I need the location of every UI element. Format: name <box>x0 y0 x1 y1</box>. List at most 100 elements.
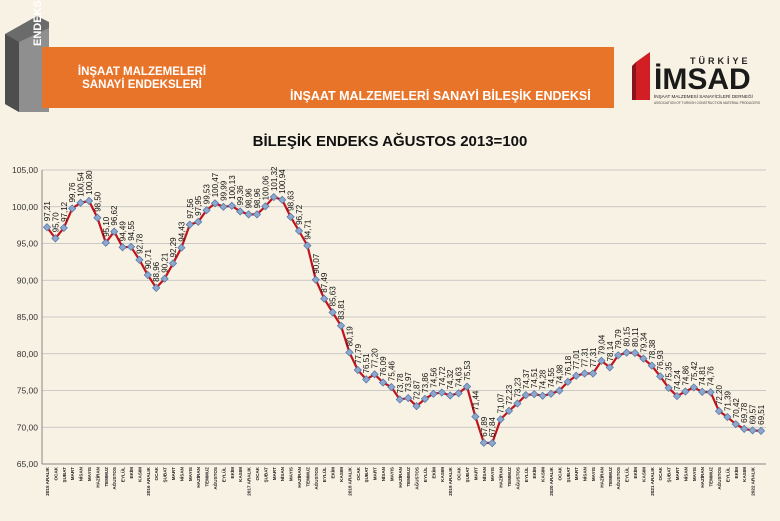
data-point <box>479 438 488 447</box>
x-tick-label: NİSAN <box>682 466 688 481</box>
data-label: 98,96 <box>245 188 254 209</box>
data-point <box>135 255 144 264</box>
x-tick-label: AĞUSTOS <box>413 467 420 490</box>
data-label: 74,28 <box>539 369 548 390</box>
y-tick-label: 85,00 <box>17 312 39 322</box>
y-tick-label: 70,00 <box>17 422 39 432</box>
x-tick-label: EKİM <box>128 467 134 479</box>
data-point <box>698 387 707 396</box>
data-label: 72,20 <box>715 385 724 406</box>
x-tick-label: 2022 ARALIK <box>751 466 756 495</box>
data-point <box>395 395 404 404</box>
x-tick-label: KASIM <box>137 467 142 482</box>
data-label: 97,21 <box>43 201 52 222</box>
x-tick-label: TEMMUZ <box>406 467 411 487</box>
x-tick-label: HAZİRAN <box>598 466 604 487</box>
x-tick-label: MAYIS <box>289 467 294 481</box>
data-point <box>160 274 169 283</box>
x-tick-label: AĞUSTOS <box>110 467 117 490</box>
data-point <box>731 420 740 429</box>
data-point <box>294 226 304 235</box>
data-label: 75,35 <box>665 361 674 382</box>
data-label: 99,36 <box>236 185 245 206</box>
data-label: 73,97 <box>404 372 413 393</box>
data-point <box>513 399 522 408</box>
data-point <box>84 196 94 205</box>
data-point <box>252 210 262 219</box>
data-point <box>454 389 463 398</box>
data-label: 76,18 <box>564 355 573 376</box>
data-point <box>118 243 127 252</box>
x-tick-label: ŞUBAT <box>364 467 369 483</box>
x-tick-label: EKİM <box>229 467 235 479</box>
data-label: 77,01 <box>572 349 581 370</box>
x-tick-label: HAZİRAN <box>296 466 302 487</box>
data-label: 79,79 <box>614 329 623 350</box>
x-tick-label: NİSAN <box>78 466 84 481</box>
data-point <box>664 383 673 393</box>
data-label: 72,23 <box>505 384 514 405</box>
x-tick-label: ŞUBAT <box>566 467 571 483</box>
x-tick-label: TEMMUZ <box>205 467 210 487</box>
data-point <box>286 212 295 221</box>
x-tick-label: EKİM <box>632 467 638 479</box>
x-tick-label: NİSAN <box>481 466 487 481</box>
x-tick-label: EYLÜL <box>523 467 529 482</box>
data-point <box>59 223 68 233</box>
x-tick-label: EYLÜL <box>422 467 428 482</box>
x-tick-label: ŞUBAT <box>163 467 168 483</box>
data-label: 94,71 <box>303 219 312 240</box>
data-point <box>227 201 236 210</box>
x-tick-label: 2017 ARALIK <box>247 466 252 495</box>
x-tick-label: KASIM <box>440 467 445 482</box>
data-point <box>723 412 732 422</box>
x-tick-label: MART <box>574 467 579 480</box>
data-point <box>51 234 60 243</box>
data-label: 98,96 <box>253 188 262 209</box>
x-tick-label: OCAK <box>457 466 462 480</box>
data-label: 100,06 <box>261 175 270 200</box>
data-label: 88,96 <box>152 261 161 282</box>
data-label: 94,55 <box>127 220 136 241</box>
data-label: 80,11 <box>631 327 640 347</box>
data-label: 83,81 <box>337 299 346 320</box>
x-tick-label: KASIM <box>742 467 747 482</box>
x-tick-label: AĞUSTOS <box>513 467 520 490</box>
x-tick-label: HAZİRAN <box>195 466 201 487</box>
data-label: 95,70 <box>51 212 60 233</box>
data-point <box>219 202 228 211</box>
data-label: 99,99 <box>219 180 228 201</box>
x-tick-label: MART <box>272 467 277 480</box>
x-tick-label: MAYIS <box>692 467 697 481</box>
data-label: 77,31 <box>589 347 598 368</box>
x-tick-label: 2015 ARALIK <box>45 466 50 495</box>
y-tick-label: 100,00 <box>12 202 38 212</box>
data-point <box>177 243 186 252</box>
data-point <box>269 192 278 202</box>
data-point <box>412 402 421 411</box>
data-label: 73,86 <box>421 372 430 393</box>
data-point <box>185 220 194 229</box>
data-point <box>605 363 614 372</box>
x-tick-label: OCAK <box>53 466 58 480</box>
x-tick-label: ŞUBAT <box>667 467 672 483</box>
banner-title: İNŞAAT MALZEMELERİ SANAYİ BİLEŞİK ENDEKS… <box>290 89 591 103</box>
data-label: 74,55 <box>547 367 556 388</box>
x-tick-label: EKİM <box>531 467 537 479</box>
y-tick-label: 80,00 <box>17 349 39 359</box>
data-label: 76,93 <box>656 350 665 371</box>
x-tick-label: EKİM <box>330 467 336 479</box>
y-tick-label: 75,00 <box>17 386 39 396</box>
brand-sub2: ASSOCIATION OF TURKISH CONSTRUCTION MATE… <box>654 101 760 105</box>
data-point <box>446 391 455 400</box>
x-tick-label: NİSAN <box>279 466 285 481</box>
data-point <box>236 207 245 216</box>
data-label: 92,78 <box>135 233 144 254</box>
data-point <box>672 391 682 401</box>
data-point <box>353 365 362 375</box>
data-point <box>202 206 211 215</box>
data-point <box>740 424 749 433</box>
data-label: 69,51 <box>757 404 766 425</box>
data-label: 79,34 <box>639 332 648 353</box>
data-label: 95,10 <box>102 216 111 237</box>
